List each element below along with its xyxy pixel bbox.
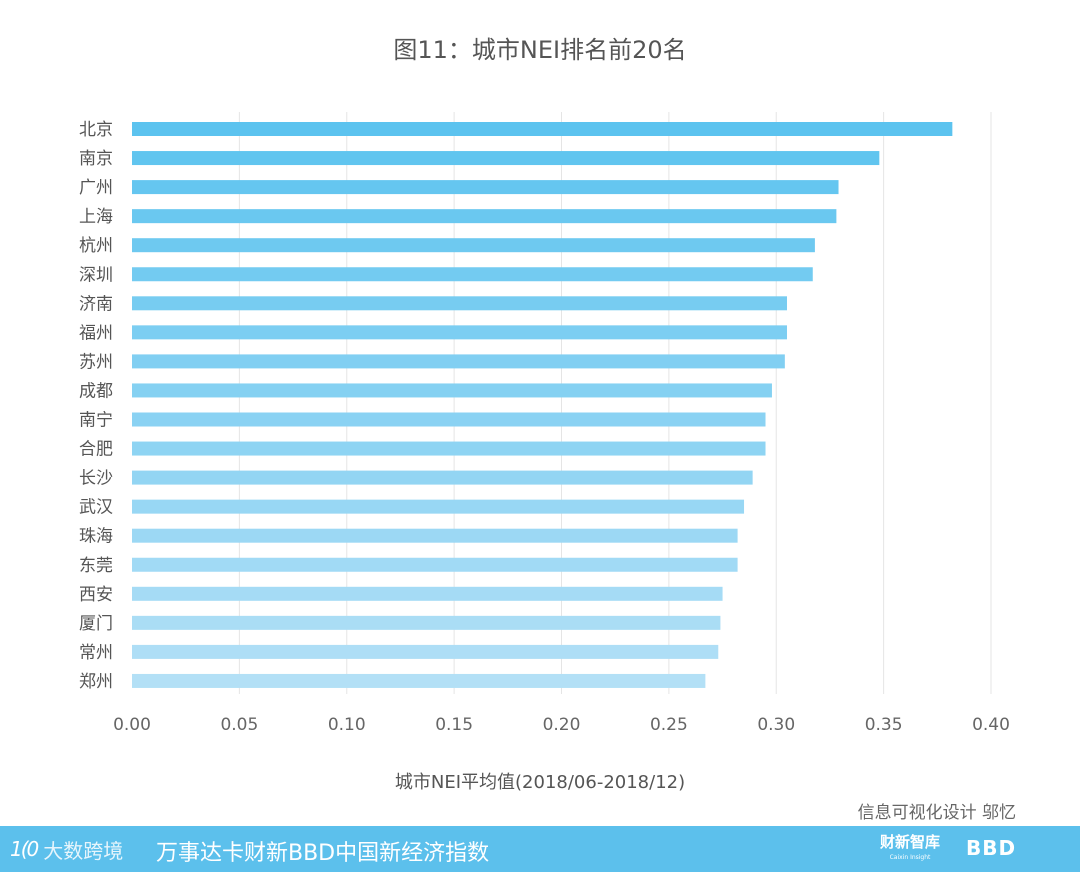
bar bbox=[132, 586, 723, 601]
brand-mark-icon: 1(0 bbox=[10, 837, 39, 861]
bar bbox=[132, 673, 706, 688]
bar bbox=[132, 325, 787, 340]
bbd-logo: BBD bbox=[966, 836, 1017, 860]
y-category-label: 北京 bbox=[79, 120, 113, 140]
y-category-label: 南宁 bbox=[79, 411, 113, 431]
bar bbox=[132, 528, 738, 543]
chart-title: 图11：城市NEI排名前20名 bbox=[393, 36, 687, 64]
design-credit: 信息可视化设计 邬忆 bbox=[857, 803, 1016, 823]
y-category-label: 厦门 bbox=[79, 614, 113, 634]
index-name: 万事达卡财新BBD中国新经济指数 bbox=[156, 841, 490, 866]
footer-bar: 1(0 大数跨境 万事达卡财新BBD中国新经济指数 财新智库 Caixin In… bbox=[0, 826, 1080, 872]
caixin-insight-logo: 财新智库 Caixin Insight bbox=[880, 834, 940, 866]
x-tick-label: 0.05 bbox=[220, 715, 258, 735]
bar bbox=[132, 412, 766, 427]
brand-name: 大数跨境 bbox=[43, 838, 124, 863]
caixin-logo-subtext: Caixin Insight bbox=[889, 854, 931, 861]
bar-chart: 0.00 0.05 0.10 0.15 0.20 0.25 0.30 0.35 0.40 北京南京… bbox=[79, 112, 1010, 735]
x-tick-label: 0.35 bbox=[865, 715, 903, 735]
y-category-label: 济南 bbox=[79, 294, 113, 314]
x-tick-label: 0.20 bbox=[543, 715, 581, 735]
y-category-label: 苏州 bbox=[79, 352, 113, 372]
x-tick-label: 0.15 bbox=[435, 715, 473, 735]
bar bbox=[132, 238, 815, 253]
bar bbox=[132, 441, 766, 456]
y-category-label: 常州 bbox=[79, 643, 113, 663]
bar bbox=[132, 122, 953, 136]
bar bbox=[132, 615, 721, 630]
x-axis-label: 城市NEI平均值(2018/06-2018/12) bbox=[394, 772, 686, 793]
caixin-logo-text: 财新智库 bbox=[880, 833, 941, 851]
y-category-label: 珠海 bbox=[79, 527, 113, 547]
bar bbox=[132, 209, 837, 224]
y-category-label: 上海 bbox=[79, 207, 113, 227]
y-category-label: 成都 bbox=[79, 381, 113, 401]
y-category-label: 广州 bbox=[79, 178, 113, 198]
y-category-label: 武汉 bbox=[79, 498, 113, 518]
y-category-label: 东莞 bbox=[79, 556, 113, 576]
y-category-label: 合肥 bbox=[79, 440, 113, 460]
y-category-label: 深圳 bbox=[79, 265, 113, 285]
y-category-label: 长沙 bbox=[79, 469, 113, 489]
y-category-label: 南京 bbox=[79, 149, 113, 169]
bar bbox=[132, 557, 738, 572]
y-category-label: 西安 bbox=[79, 585, 113, 605]
bar bbox=[132, 267, 813, 282]
bar bbox=[132, 383, 772, 398]
bar bbox=[132, 470, 753, 485]
bar bbox=[132, 180, 839, 195]
x-tick-label: 0.25 bbox=[650, 715, 688, 735]
bar bbox=[132, 151, 880, 166]
brand-logo: 1(0 大数跨境 bbox=[10, 834, 123, 864]
x-tick-label: 0.00 bbox=[113, 715, 151, 735]
bar bbox=[132, 644, 719, 659]
x-tick-label: 0.40 bbox=[972, 715, 1010, 735]
y-category-label: 杭州 bbox=[79, 236, 113, 256]
bar bbox=[132, 296, 787, 311]
y-category-label: 郑州 bbox=[79, 672, 113, 692]
bar bbox=[132, 499, 745, 514]
x-tick-label: 0.10 bbox=[328, 715, 366, 735]
y-category-label: 福州 bbox=[79, 323, 113, 343]
bar bbox=[132, 354, 785, 369]
x-tick-label: 0.30 bbox=[757, 715, 795, 735]
